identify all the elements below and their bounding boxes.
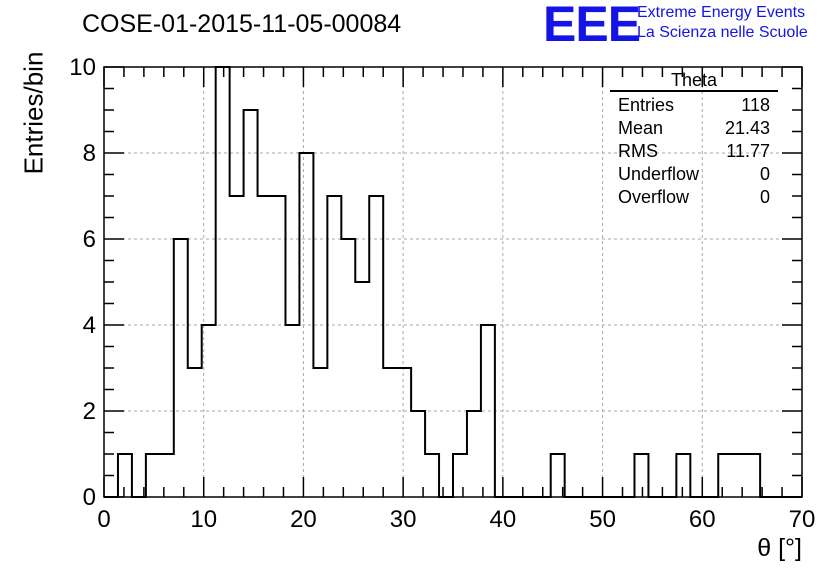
histogram-bar bbox=[341, 239, 355, 497]
histogram-bar bbox=[299, 153, 313, 497]
histogram-bar bbox=[732, 454, 746, 497]
x-tick-label: 0 bbox=[97, 506, 110, 533]
histogram-bar bbox=[258, 196, 272, 497]
histogram-bar bbox=[355, 282, 369, 497]
histogram-bar bbox=[216, 67, 230, 497]
stats-row: Underflow 0 bbox=[610, 163, 778, 186]
histogram-bar bbox=[174, 239, 188, 497]
y-axis-label: Entries/bin bbox=[18, 51, 49, 175]
stats-row: Entries 118 bbox=[610, 94, 778, 117]
histogram-bar bbox=[634, 454, 648, 497]
chart-title: COSE-01-2015-11-05-00084 bbox=[82, 10, 402, 38]
axes bbox=[103, 66, 803, 498]
histogram-bar bbox=[327, 196, 341, 497]
y-tick-label: 6 bbox=[83, 226, 96, 253]
stats-value: 118 bbox=[741, 95, 770, 115]
stats-row: Overflow 0 bbox=[610, 186, 778, 209]
stats-box: Theta Entries 118 Mean 21.43 RMS 11.77 U… bbox=[610, 70, 778, 209]
histogram-bar bbox=[467, 411, 481, 497]
histogram-bar bbox=[397, 368, 411, 497]
histogram-bar bbox=[118, 454, 132, 497]
x-tick-label: 30 bbox=[390, 506, 417, 533]
x-axis-label: θ [°] bbox=[757, 534, 802, 562]
histogram-bar bbox=[383, 368, 397, 497]
histogram-bar bbox=[425, 454, 439, 497]
logo-caption-1: Extreme Energy Events bbox=[637, 4, 806, 21]
histogram-bar bbox=[676, 454, 690, 497]
stats-row: RMS 11.77 bbox=[610, 140, 778, 163]
tick-labels: 0 10 20 30 40 50 60 70 0 2 4 6 8 10 bbox=[69, 54, 815, 533]
stats-value: 11.77 bbox=[726, 141, 770, 161]
y-tick-label: 2 bbox=[83, 398, 96, 425]
histogram-bar bbox=[718, 454, 732, 497]
stats-value: 21.43 bbox=[724, 118, 770, 138]
histogram-bar bbox=[146, 454, 160, 497]
stats-label: Mean bbox=[618, 118, 664, 138]
grid-lines bbox=[104, 67, 802, 497]
stats-title: Theta bbox=[610, 70, 778, 92]
histogram-bar bbox=[244, 110, 258, 497]
stats-label: RMS bbox=[618, 141, 658, 161]
stats-label: Underflow bbox=[618, 164, 700, 184]
histogram-bar bbox=[313, 368, 327, 497]
stats-label: Overflow bbox=[618, 187, 690, 207]
histogram-bar bbox=[188, 368, 202, 497]
logo-caption-2: La Scienza nelle Scuole bbox=[637, 24, 808, 41]
y-tick-label: 8 bbox=[83, 140, 96, 167]
stats-value: 0 bbox=[759, 187, 770, 207]
stats-label: Entries bbox=[618, 95, 675, 115]
histogram-bar bbox=[453, 454, 467, 497]
x-tick-label: 50 bbox=[589, 506, 616, 533]
x-tick-label: 10 bbox=[190, 506, 217, 533]
y-tick-label: 10 bbox=[69, 54, 96, 81]
x-tick-label: 60 bbox=[689, 506, 716, 533]
histogram-bar bbox=[411, 411, 425, 497]
x-tick-label: 40 bbox=[490, 506, 517, 533]
histogram-bar bbox=[272, 196, 286, 497]
stats-row: Mean 21.43 bbox=[610, 117, 778, 140]
stats-value: 0 bbox=[759, 164, 770, 184]
histogram-bar bbox=[369, 196, 383, 497]
y-tick-label: 4 bbox=[83, 312, 96, 339]
histogram-bar bbox=[160, 454, 174, 497]
histogram-bar bbox=[746, 454, 760, 497]
y-tick-label: 0 bbox=[83, 484, 96, 511]
x-tick-label: 70 bbox=[789, 506, 816, 533]
histogram-bar bbox=[230, 196, 244, 497]
eee-logo: EEE bbox=[543, 0, 641, 52]
x-tick-label: 20 bbox=[290, 506, 317, 533]
